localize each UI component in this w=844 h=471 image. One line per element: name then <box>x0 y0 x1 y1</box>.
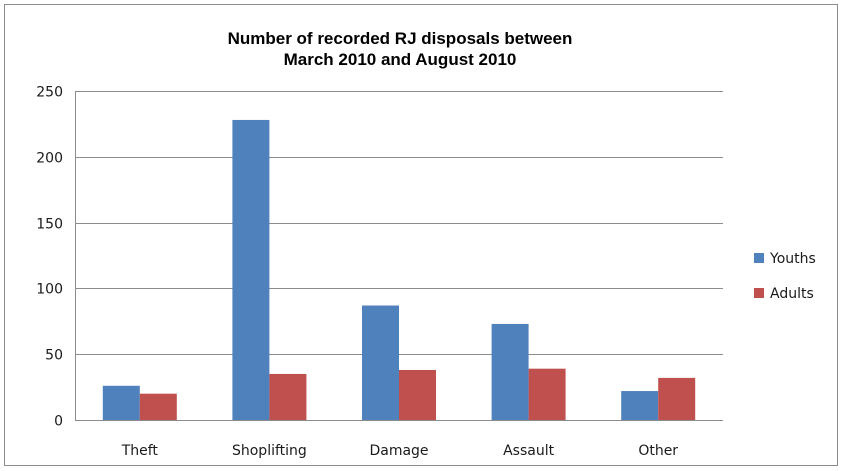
x-tick-label-damage: Damage <box>369 443 428 459</box>
bar-youths-shoplifting <box>232 119 270 421</box>
y-tick-label-0: 0 <box>54 414 63 430</box>
bar-adults-assault <box>528 368 566 420</box>
x-tick-label-assault: Assault <box>503 443 555 459</box>
legend-label-youths: Youths <box>769 251 816 267</box>
chart-title-line-2: March 2010 and August 2010 <box>283 50 517 69</box>
bar-youths-assault <box>491 323 529 420</box>
legend-label-adults: Adults <box>770 286 814 302</box>
bar-adults-theft <box>139 393 177 420</box>
y-tick-label-50: 50 <box>45 348 63 364</box>
bar-adults-other <box>658 377 696 420</box>
legend-swatch-youths <box>754 253 764 263</box>
chart-title-line-1: Number of recorded RJ disposals between <box>227 29 573 48</box>
x-tick-label-theft: Theft <box>121 443 159 459</box>
y-tick-label-150: 150 <box>36 217 63 233</box>
bar-youths-theft <box>102 385 140 420</box>
y-tick-label-200: 200 <box>36 151 63 167</box>
y-tick-label-250: 250 <box>36 85 63 101</box>
y-tick-label-100: 100 <box>36 282 63 298</box>
bar-adults-shoplifting <box>269 373 307 420</box>
x-tick-label-shoplifting: Shoplifting <box>232 443 307 459</box>
x-tick-label-other: Other <box>638 443 678 459</box>
bar-youths-damage <box>362 305 399 420</box>
bar-youths-other <box>621 391 659 420</box>
legend-swatch-adults <box>754 288 764 298</box>
bar-adults-damage <box>399 369 436 420</box>
chart-title: Number of recorded RJ disposals between … <box>120 28 680 70</box>
